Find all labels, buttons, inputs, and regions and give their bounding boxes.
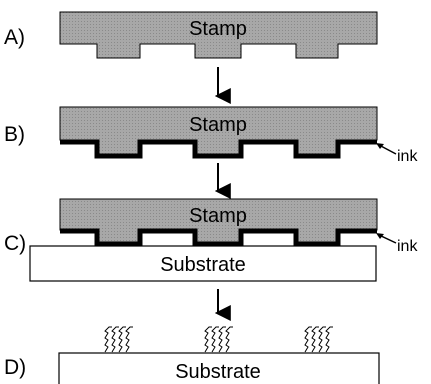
substrate-c [29, 245, 377, 282]
stamp-c-label: Stamp [189, 205, 247, 227]
step-c-label: C) [4, 232, 26, 255]
ink-layer-b [60, 139, 377, 159]
ink-pointer-head-c [376, 233, 384, 239]
step-d-label: D) [4, 356, 26, 379]
monolayer-molecule [325, 326, 333, 353]
monolayer-molecule [111, 326, 119, 353]
monolayer-molecule [204, 326, 212, 353]
monolayer-molecule [125, 326, 133, 353]
step-b-label: B) [4, 123, 25, 146]
monolayer-molecule [211, 326, 219, 353]
substrate-d [58, 352, 380, 384]
monolayer-molecule [304, 326, 312, 353]
step-c: C) Stamp Substrate ink [4, 198, 418, 282]
monolayer-molecule [218, 326, 226, 353]
step-d: D) Substrate [4, 326, 380, 384]
ink-layer-c [60, 228, 377, 247]
stamp-a-label: Stamp [189, 18, 247, 40]
monolayer-molecule [311, 326, 319, 353]
substrate-c-label: Substrate [160, 254, 246, 276]
monolayer-patch [104, 326, 133, 353]
monolayer-molecule [104, 326, 112, 353]
monolayer-molecule [318, 326, 326, 353]
step-a-label: A) [4, 26, 25, 49]
ink-label-b: ink [397, 148, 418, 165]
monolayer-patches [104, 326, 333, 353]
ink-label-c: ink [397, 238, 418, 255]
stamp-a [59, 11, 378, 59]
monolayer-patch [304, 326, 333, 353]
step-a: A) Stamp [4, 11, 378, 59]
monolayer-molecule [225, 326, 233, 353]
monolayer-patch [204, 326, 233, 353]
substrate-d-label: Substrate [175, 361, 261, 383]
monolayer-molecule [118, 326, 126, 353]
ink-pointer-head-b [376, 143, 384, 149]
stamp-b-label: Stamp [189, 114, 247, 136]
step-b: B) Stamp ink [4, 106, 418, 165]
